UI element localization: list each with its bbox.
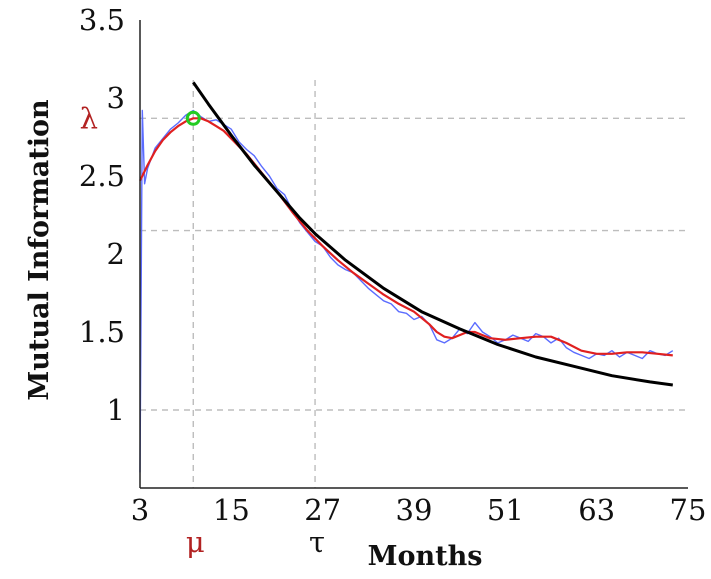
y-tick-label: 2.5 <box>79 159 125 193</box>
y-tick-labels: 1 1.5 2 2.5 3 3.5 <box>79 3 125 427</box>
peak-point <box>185 110 201 126</box>
y-tick-label: 3.5 <box>79 3 125 37</box>
x-tick-label: 27 <box>304 493 341 527</box>
series-raw-line <box>139 109 674 473</box>
x-tick-label: 63 <box>578 493 615 527</box>
x-tick-label: 3 <box>131 493 149 527</box>
series-layer <box>139 81 674 473</box>
y-tick-label: 2 <box>107 237 125 271</box>
x-tick-label: 51 <box>487 493 524 527</box>
x-tick-labels: 3 15 27 39 51 63 75 <box>131 493 707 527</box>
x-tick-label: 15 <box>213 493 250 527</box>
x-tick-label: 39 <box>396 493 433 527</box>
y-axis-title: Mutual Information <box>24 99 55 401</box>
reference-lines <box>140 80 688 488</box>
x-tick-label: 75 <box>670 493 707 527</box>
y-tick-label: 1 <box>107 393 125 427</box>
mu-marker-label: μ <box>186 525 205 559</box>
tau-marker-label: τ <box>309 525 325 559</box>
lambda-marker-label: λ <box>80 101 98 135</box>
series-fit-line <box>192 81 674 387</box>
y-tick-label: 3 <box>107 81 125 115</box>
y-tick-label: 1.5 <box>79 315 125 349</box>
x-axis-title: Months <box>368 541 483 572</box>
series-smoothed-line <box>139 117 673 357</box>
